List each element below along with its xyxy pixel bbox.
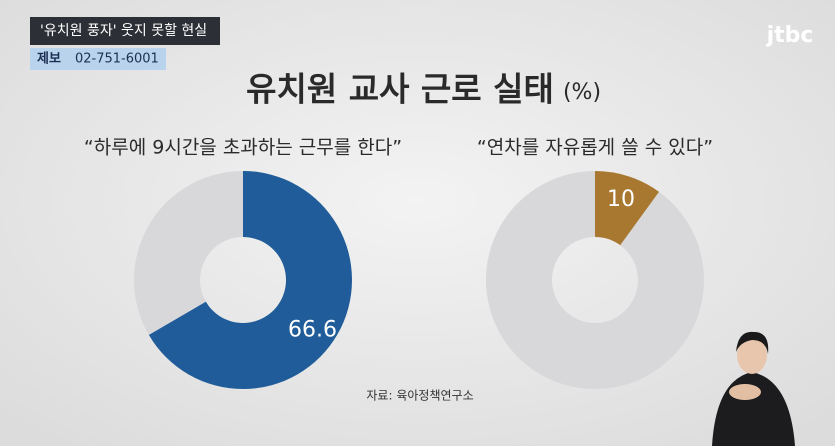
data-label: 10 bbox=[607, 187, 635, 212]
donut-slice bbox=[485, 170, 704, 389]
title-unit: (%) bbox=[563, 80, 601, 105]
headline: '유치원 풍자' 웃지 못할 현실 bbox=[40, 23, 207, 39]
chart-subtitle: “하루에 9시간을 초과하는 근무를 한다” bbox=[84, 137, 402, 159]
donut-slice bbox=[134, 171, 243, 335]
sign-interpreter bbox=[712, 331, 795, 446]
data-label: 66.6 bbox=[288, 318, 337, 343]
donut-slice bbox=[595, 170, 660, 246]
tip-box bbox=[30, 48, 166, 70]
tip-label: 제보 bbox=[37, 52, 61, 67]
chart-subtitle: “연차를 자유롭게 쓸 수 있다” bbox=[477, 137, 713, 159]
headline-badge bbox=[30, 17, 220, 45]
logo: jtbc bbox=[766, 23, 814, 48]
source: 자료: 육아정책연구소 bbox=[366, 388, 473, 403]
donut-slice bbox=[148, 171, 352, 390]
title: 유치원 교사 근로 실태 bbox=[246, 70, 554, 109]
tip-phone: 02-751-6001 bbox=[75, 52, 159, 67]
